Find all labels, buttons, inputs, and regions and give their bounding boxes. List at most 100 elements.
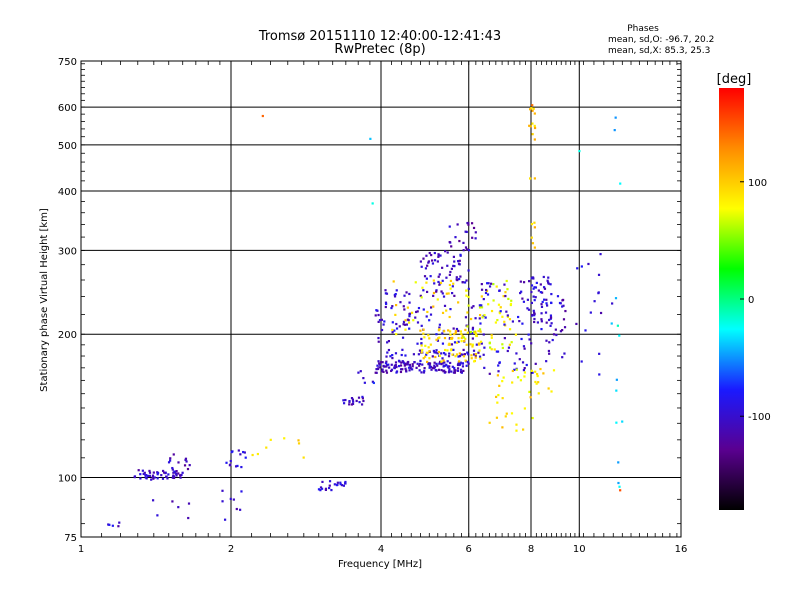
echo-point — [549, 314, 553, 317]
echo-point — [523, 407, 526, 410]
echo-point — [527, 308, 531, 311]
echo-point — [460, 353, 463, 356]
echo-point — [537, 289, 540, 292]
echo-point — [511, 369, 514, 373]
echo-point — [405, 323, 408, 326]
echo-point — [519, 291, 522, 295]
echo-point — [547, 276, 550, 279]
echo-point — [459, 330, 463, 333]
echo-point — [441, 311, 445, 315]
echo-point — [450, 370, 453, 373]
echo-point — [458, 259, 461, 262]
echo-point — [489, 282, 493, 285]
echo-point — [537, 381, 540, 384]
echo-point — [516, 376, 520, 379]
echo-point — [429, 275, 432, 278]
echo-point — [561, 329, 564, 332]
echo-point — [229, 459, 232, 463]
echo-point — [234, 465, 238, 468]
echo-point — [457, 337, 460, 340]
echo-point — [513, 362, 516, 365]
echo-point — [459, 362, 462, 365]
echo-point — [531, 104, 534, 107]
echo-point — [470, 354, 473, 357]
echo-point — [384, 305, 387, 309]
echo-point — [187, 516, 190, 520]
echo-point — [339, 481, 342, 484]
echo-point — [502, 295, 505, 298]
echo-point — [445, 276, 448, 279]
echo-point — [546, 279, 549, 282]
echo-point — [447, 292, 450, 295]
echo-point — [475, 334, 478, 337]
echo-point — [450, 245, 453, 248]
echo-point — [411, 368, 414, 371]
echo-point — [433, 364, 436, 367]
echo-point — [380, 318, 383, 321]
echo-point — [462, 369, 465, 373]
echo-point — [580, 265, 583, 268]
echo-point — [530, 290, 533, 294]
echo-point — [433, 259, 437, 262]
echo-point — [515, 429, 518, 432]
echo-point — [363, 381, 366, 384]
y-tick-label: 750 — [58, 57, 77, 68]
echo-point — [467, 304, 470, 307]
echo-point — [446, 360, 449, 363]
echo-point — [451, 353, 454, 356]
echo-point — [498, 311, 501, 314]
echo-point — [381, 361, 384, 364]
echo-point — [436, 298, 439, 301]
echo-point — [171, 466, 174, 470]
echo-point — [461, 353, 464, 356]
echo-point — [599, 311, 603, 315]
echo-point — [437, 280, 440, 284]
echo-point — [184, 457, 188, 460]
echo-point — [319, 489, 322, 492]
echo-point — [391, 305, 394, 308]
echo-point — [438, 273, 441, 276]
echo-point — [550, 390, 553, 393]
echo-point — [533, 126, 537, 130]
echo-point — [457, 340, 460, 343]
echo-point — [448, 368, 451, 371]
echo-point — [506, 349, 509, 353]
echo-point — [550, 292, 553, 296]
echo-point — [540, 303, 543, 306]
echo-point — [391, 357, 394, 360]
echo-point — [460, 340, 463, 343]
echo-point — [377, 360, 380, 363]
echo-point — [430, 253, 433, 257]
echo-point — [362, 399, 365, 403]
echo-point — [399, 368, 403, 371]
echo-point — [486, 293, 490, 296]
echo-point — [454, 330, 457, 333]
echo-point — [407, 366, 411, 369]
echo-point — [448, 273, 451, 276]
echo-point — [478, 317, 481, 320]
echo-point — [457, 355, 460, 358]
echo-point — [348, 403, 351, 406]
echo-point — [537, 392, 540, 395]
echo-point — [528, 390, 531, 394]
echo-point — [464, 246, 468, 249]
echo-point — [526, 307, 529, 310]
echo-point — [539, 291, 542, 294]
echo-point — [408, 369, 411, 372]
echo-point — [420, 371, 423, 374]
x-axis-label: Frequency [MHz] — [338, 559, 422, 570]
echo-point — [448, 337, 451, 340]
echo-point — [549, 324, 552, 327]
echo-point — [437, 275, 440, 278]
x-tick-label: 16 — [675, 544, 688, 555]
echo-point — [440, 360, 443, 363]
echo-point — [408, 327, 411, 330]
echo-point — [390, 363, 393, 366]
echo-point — [542, 372, 545, 375]
echo-point — [409, 366, 412, 369]
echo-point — [505, 310, 508, 313]
echo-point — [496, 374, 499, 377]
echo-point — [375, 368, 378, 371]
echo-point — [425, 315, 428, 318]
echo-point — [501, 426, 504, 429]
